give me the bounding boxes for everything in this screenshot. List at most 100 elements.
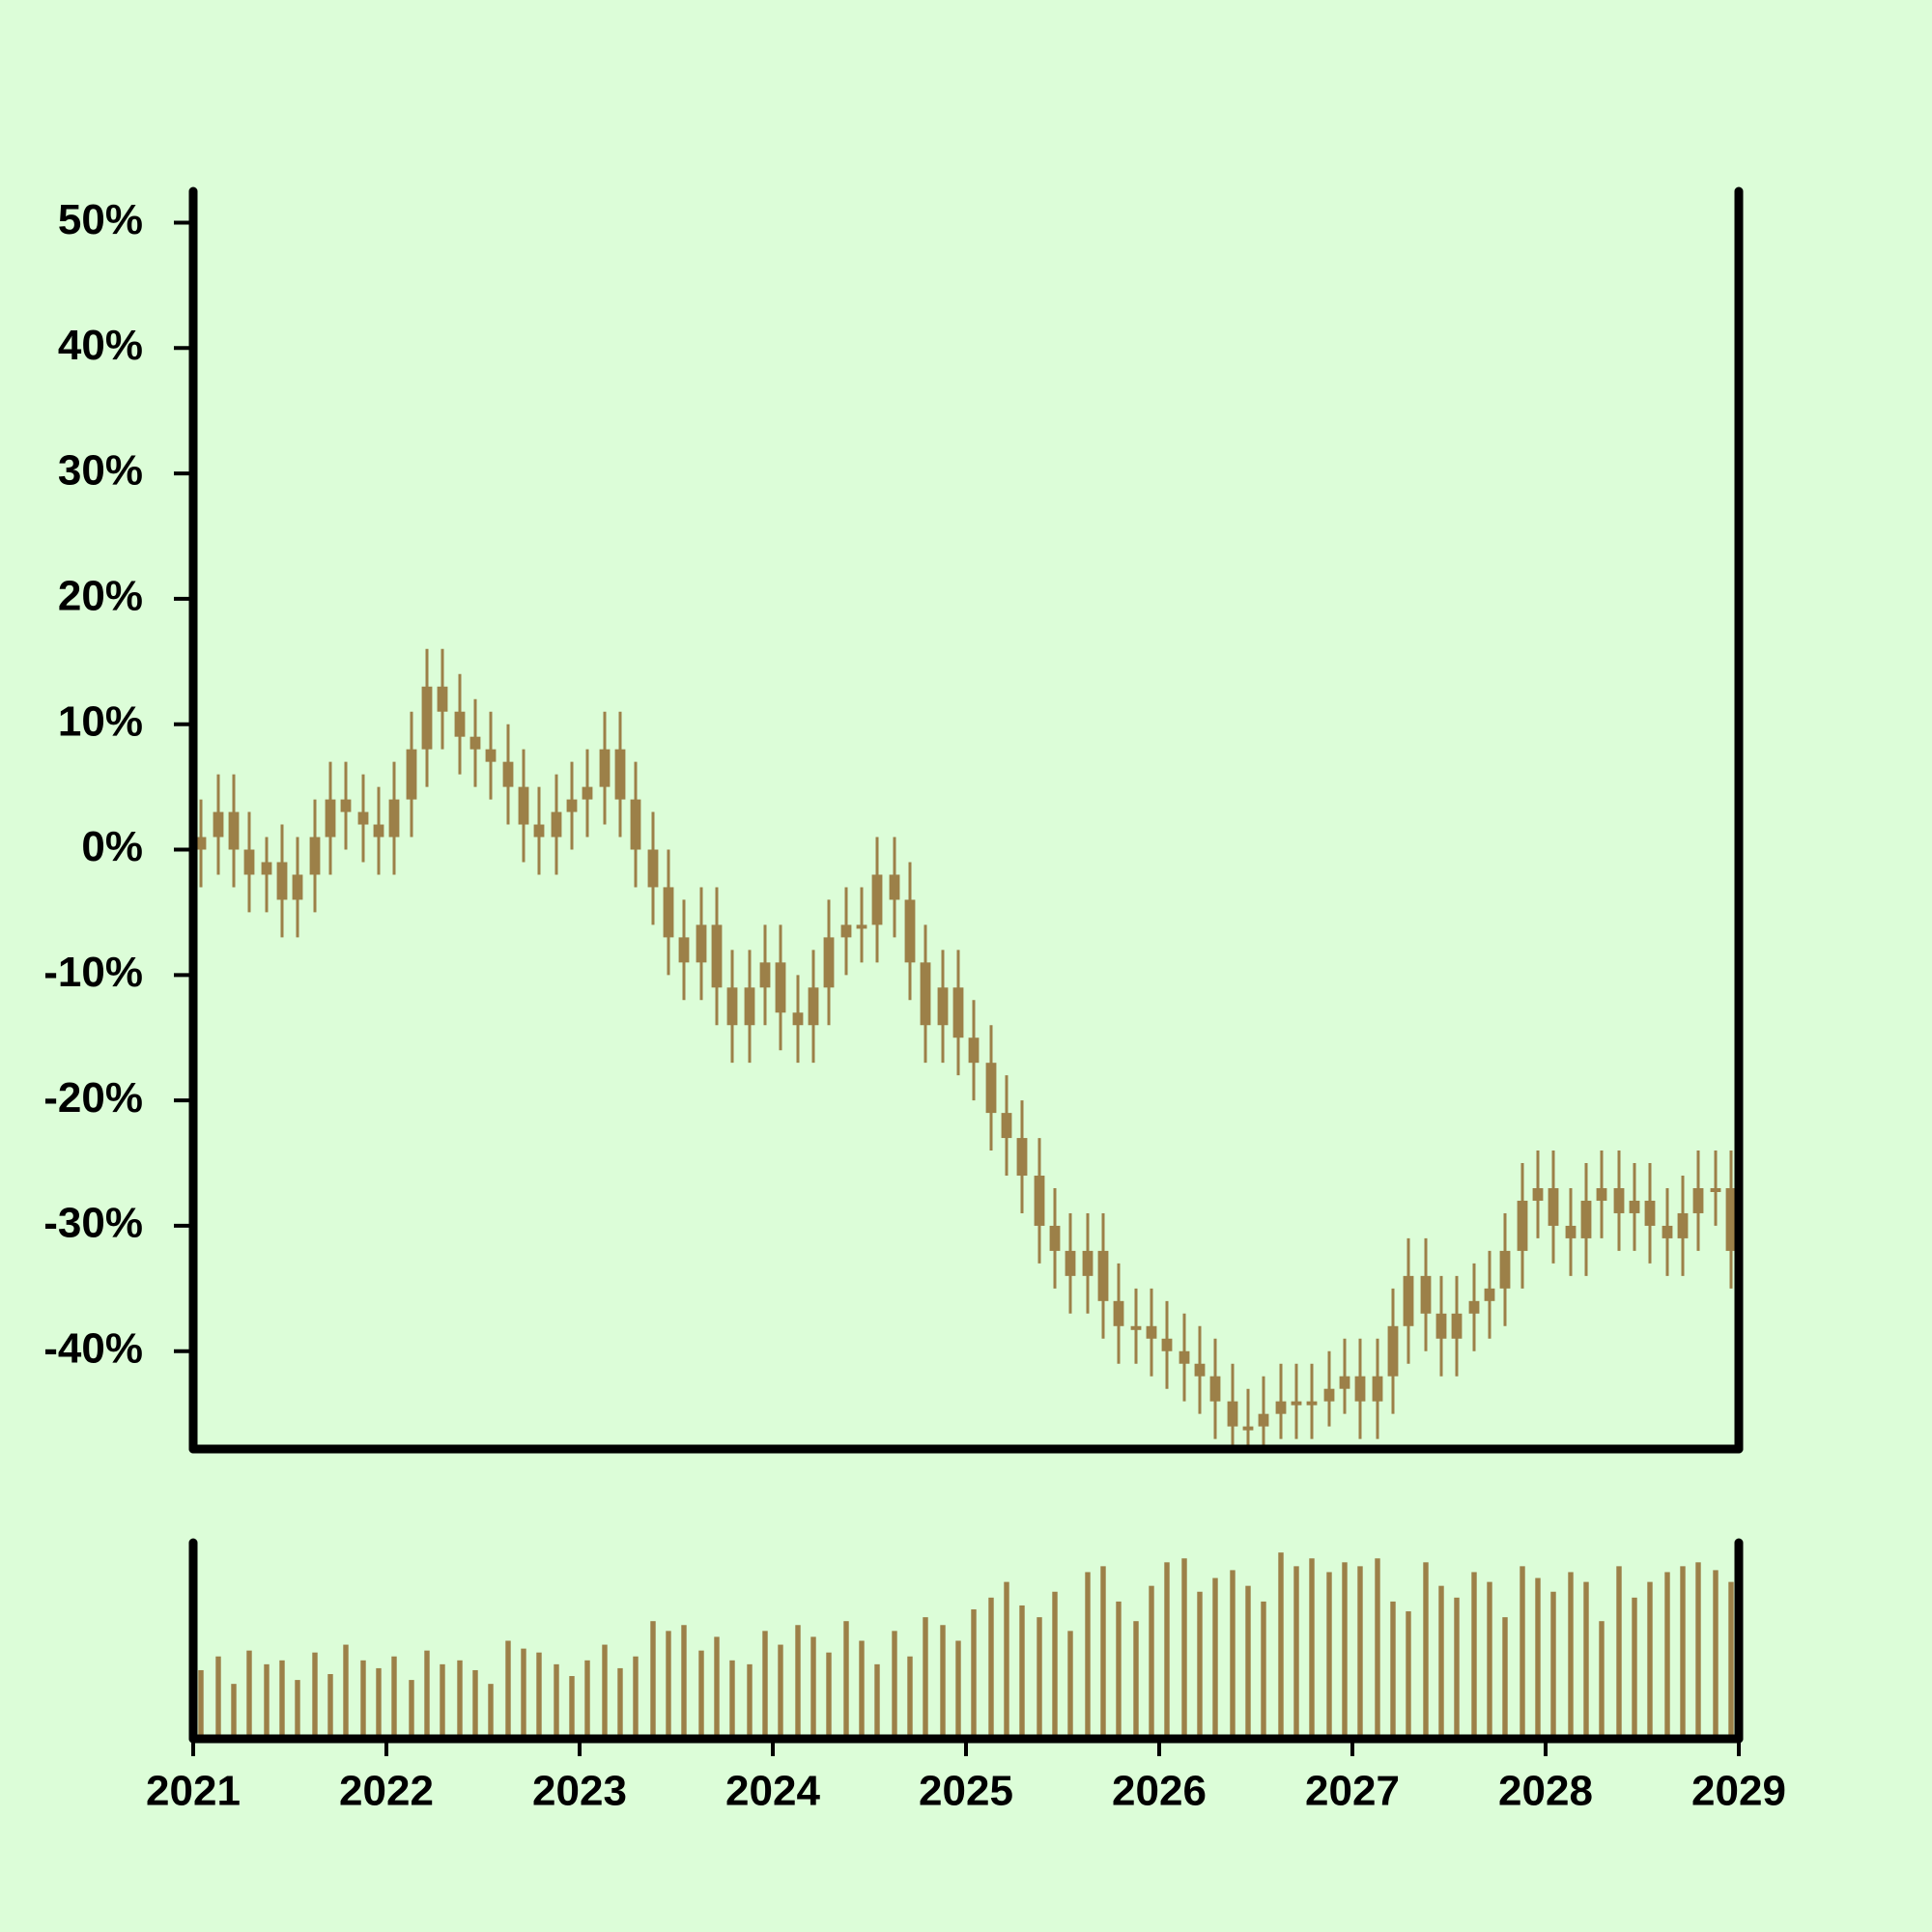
volume-bar — [698, 1650, 704, 1739]
volume-bar — [762, 1631, 768, 1739]
candle-body — [195, 837, 207, 850]
x-tick-label: 2029 — [1691, 1768, 1786, 1815]
candle-body — [1613, 1187, 1625, 1213]
candle-body — [630, 799, 641, 850]
candle-body — [1403, 1275, 1414, 1326]
x-tick-label: 2025 — [919, 1768, 1013, 1815]
candle-body — [1146, 1325, 1157, 1339]
candle-body — [1710, 1187, 1721, 1192]
volume-bar — [747, 1663, 753, 1739]
y-tick-label: -30% — [43, 1200, 143, 1247]
candle-body — [213, 811, 224, 838]
volume-bar — [1342, 1562, 1348, 1739]
volume-bar — [1230, 1570, 1236, 1739]
volume-bar — [1502, 1617, 1508, 1739]
candle-body — [1258, 1413, 1269, 1427]
x-tick-label: 2024 — [725, 1768, 820, 1815]
candle-body — [1677, 1212, 1689, 1238]
candle-body — [1065, 1250, 1076, 1276]
y-tick-label: 0% — [81, 823, 143, 870]
volume-bar — [1212, 1577, 1218, 1739]
y-tick-label: -20% — [43, 1074, 143, 1122]
y-tick-label: 20% — [58, 573, 143, 620]
candle-body — [1451, 1313, 1463, 1339]
candle-body — [1194, 1363, 1206, 1377]
volume-bar — [650, 1621, 656, 1739]
volume-bar — [569, 1676, 575, 1739]
volume-bar — [1616, 1566, 1622, 1739]
volume-bar — [312, 1652, 318, 1739]
candle-body — [775, 962, 786, 1013]
volume-bar — [1375, 1558, 1380, 1739]
volume-bar — [1390, 1601, 1396, 1739]
price-plot — [195, 648, 1737, 1449]
volume-bar — [295, 1680, 300, 1739]
candle-body — [1596, 1187, 1607, 1201]
volume-bar — [1438, 1585, 1444, 1739]
candle-body — [454, 711, 466, 737]
candle-body — [744, 987, 755, 1026]
volume-bar — [1520, 1566, 1525, 1739]
volume-bar — [1550, 1591, 1556, 1739]
candle-body — [1161, 1338, 1173, 1351]
volume-bar — [1406, 1611, 1411, 1739]
candle-body — [228, 811, 240, 850]
candle-body — [1484, 1288, 1495, 1301]
candle-body — [937, 987, 949, 1026]
candle-body — [276, 862, 288, 900]
volume-bar — [1423, 1562, 1429, 1739]
candle-body — [518, 786, 529, 825]
volume-bar — [729, 1660, 735, 1739]
volume-bar — [1004, 1581, 1009, 1739]
candle-body — [582, 786, 593, 800]
volume-bar — [360, 1660, 366, 1739]
volume-bar — [409, 1680, 414, 1739]
candle-body — [437, 686, 448, 712]
candle-body — [421, 686, 433, 750]
volume-bar — [264, 1663, 270, 1739]
volume-bar — [215, 1656, 221, 1739]
candle-body — [696, 924, 707, 963]
volume-bar — [1293, 1566, 1299, 1739]
candle-body — [1420, 1275, 1432, 1314]
x-tick-label: 2021 — [146, 1768, 241, 1815]
volume-bar — [1261, 1601, 1266, 1739]
candle-body — [1242, 1426, 1254, 1431]
volume-bar — [472, 1669, 478, 1739]
candle-body — [1548, 1187, 1559, 1226]
candle-body — [840, 924, 852, 938]
volume-bar — [1278, 1552, 1284, 1739]
candle-body — [1113, 1300, 1124, 1326]
candle-body — [920, 962, 931, 1026]
candle-body — [1692, 1187, 1704, 1213]
volume-bar — [1149, 1585, 1154, 1739]
volume-bar — [1728, 1581, 1734, 1739]
volume-bar — [892, 1631, 897, 1739]
volume-bar — [1245, 1585, 1251, 1739]
volume-bar — [971, 1609, 977, 1739]
candle-body — [1001, 1113, 1012, 1139]
y-tick-label: -40% — [43, 1324, 143, 1372]
volume-bar — [859, 1640, 865, 1739]
volume-bar — [440, 1663, 445, 1739]
candle-body — [792, 1012, 804, 1026]
volume-bar — [1632, 1597, 1637, 1739]
candle-body — [871, 874, 883, 925]
candle-body — [1291, 1401, 1302, 1406]
candle-body — [292, 874, 303, 900]
candle-body — [373, 824, 384, 838]
candle-body — [533, 824, 545, 838]
volume-bar — [554, 1663, 559, 1739]
y-tick-label: 50% — [58, 196, 143, 243]
y-tick-label: 10% — [58, 697, 143, 745]
volume-bar — [1100, 1566, 1106, 1739]
candle-body — [1227, 1401, 1238, 1427]
volume-bar — [198, 1669, 204, 1739]
candle-body — [1662, 1225, 1673, 1238]
candle-body — [1016, 1138, 1028, 1177]
x-tick-label: 2022 — [339, 1768, 434, 1815]
volume-bar — [505, 1640, 511, 1739]
candle-body — [1209, 1376, 1221, 1402]
candle-body — [711, 924, 723, 988]
